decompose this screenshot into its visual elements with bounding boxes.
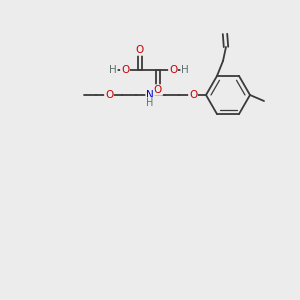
Text: O: O xyxy=(121,65,129,75)
Text: H: H xyxy=(181,65,189,75)
Text: H: H xyxy=(109,65,117,75)
Text: O: O xyxy=(136,45,144,55)
Text: N: N xyxy=(146,90,154,100)
Text: O: O xyxy=(189,90,197,100)
Text: O: O xyxy=(154,85,162,95)
Text: O: O xyxy=(105,90,113,100)
Text: O: O xyxy=(169,65,177,75)
Text: H: H xyxy=(146,98,154,108)
